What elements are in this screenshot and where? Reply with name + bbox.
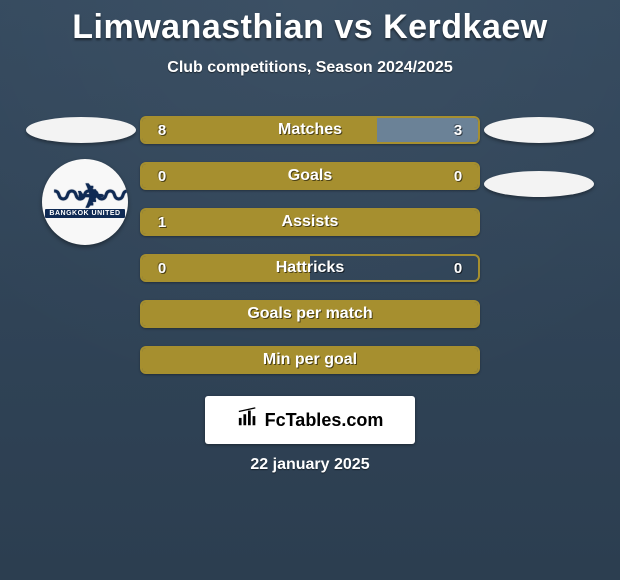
player2-club-ellipse-1	[484, 117, 594, 143]
stat-value-right: 0	[440, 164, 478, 188]
stat-row: 00Hattricks	[140, 254, 480, 282]
stat-row: 1Assists	[140, 208, 480, 236]
page-title: Limwanasthian vs Kerdkaew	[0, 0, 620, 47]
stat-row: Goals per match	[140, 300, 480, 328]
player1-club-ellipse-1	[26, 117, 136, 143]
stat-value-right: 3	[440, 118, 478, 142]
stat-fill-left	[142, 302, 478, 326]
stat-value-left: 0	[142, 164, 180, 188]
club-wings-icon: 〰✈〰	[55, 187, 116, 207]
stat-fill-left	[142, 210, 478, 234]
stat-value-left: 0	[142, 256, 180, 280]
player1-name: Limwanasthian	[72, 8, 324, 46]
club-badge-text: BANGKOK UNITED	[45, 209, 124, 218]
stat-row: 83Matches	[140, 116, 480, 144]
stat-fill-left	[142, 348, 478, 372]
source-text: FcTables.com	[265, 410, 384, 431]
right-club-column	[480, 116, 600, 374]
stat-fill-left	[142, 164, 478, 188]
comparison-board: 〰✈〰 BANGKOK UNITED 83Matches00Goals1Assi…	[0, 116, 620, 374]
left-club-column: 〰✈〰 BANGKOK UNITED	[20, 116, 140, 374]
bar-chart-icon	[237, 406, 259, 434]
subtitle: Club competitions, Season 2024/2025	[0, 59, 620, 77]
stat-value-left: 8	[142, 118, 180, 142]
player2-club-ellipse-2	[484, 171, 594, 197]
stat-row: Min per goal	[140, 346, 480, 374]
player2-name: Kerdkaew	[383, 8, 548, 46]
player1-club-badge: 〰✈〰 BANGKOK UNITED	[42, 159, 128, 245]
vs-text: vs	[334, 8, 373, 46]
source-badge: FcTables.com	[205, 396, 415, 444]
stat-value-right: 0	[440, 256, 478, 280]
stat-value-left: 1	[142, 210, 180, 234]
stat-bars: 83Matches00Goals1Assists00HattricksGoals…	[140, 116, 480, 374]
stat-row: 00Goals	[140, 162, 480, 190]
date-text: 22 january 2025	[0, 456, 620, 474]
